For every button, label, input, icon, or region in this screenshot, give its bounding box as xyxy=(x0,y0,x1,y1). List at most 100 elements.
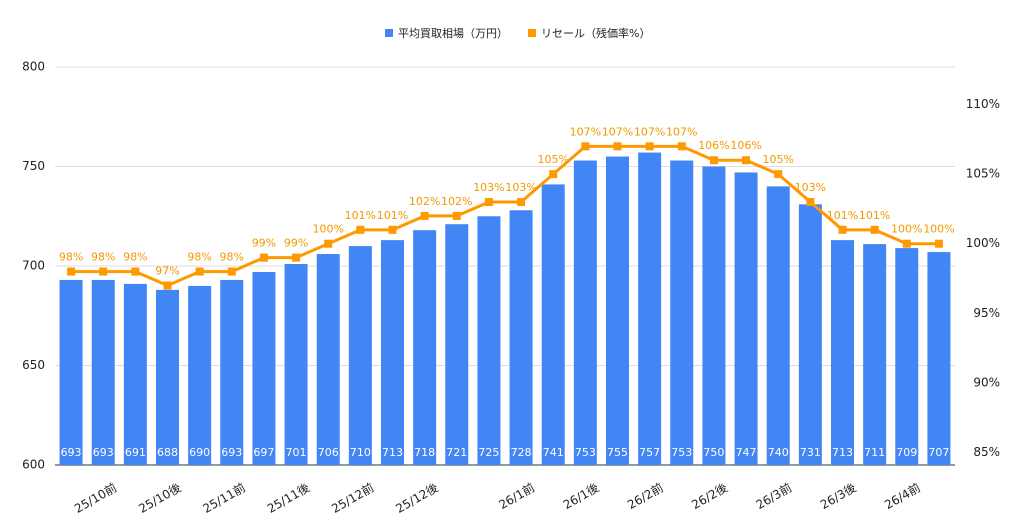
x-tick-label: 25/12後 xyxy=(393,481,440,516)
line-marker xyxy=(292,253,301,262)
bar-value-label: 721 xyxy=(446,446,467,459)
line-value-label: 105% xyxy=(762,153,793,166)
line-marker xyxy=(549,170,558,179)
x-tick-label: 25/11後 xyxy=(265,481,312,516)
line-marker xyxy=(806,197,815,206)
y2-tick-label: 85% xyxy=(973,445,1000,459)
line-marker xyxy=(484,197,493,206)
line-marker xyxy=(870,225,879,234)
x-tick-label: 26/1前 xyxy=(496,480,537,512)
bar-value-label: 690 xyxy=(189,446,210,459)
line-marker xyxy=(195,267,204,276)
line-value-label: 100% xyxy=(891,223,922,236)
bar xyxy=(573,160,597,465)
y2-tick-label: 110% xyxy=(966,97,1000,111)
legend-swatch xyxy=(528,29,536,37)
y-tick-label: 750 xyxy=(22,159,45,173)
bar xyxy=(284,264,308,465)
bar-value-label: 688 xyxy=(157,446,178,459)
legend-swatch xyxy=(385,29,393,37)
bar-value-label: 693 xyxy=(93,446,114,459)
legend-label: リセール（残価率%） xyxy=(541,26,650,40)
line-marker xyxy=(613,142,622,151)
line-marker xyxy=(67,267,76,276)
x-tick-label: 25/10前 xyxy=(71,480,119,516)
line-marker xyxy=(324,239,333,248)
y2-tick-label: 95% xyxy=(973,306,1000,320)
bar xyxy=(381,240,404,465)
line-value-label: 106% xyxy=(730,139,761,152)
y-tick-label: 800 xyxy=(22,60,45,74)
line-value-label: 107% xyxy=(666,125,697,138)
bar xyxy=(123,283,147,465)
bar-value-label: 713 xyxy=(382,446,403,459)
line-marker xyxy=(677,142,686,151)
line-value-label: 107% xyxy=(570,125,601,138)
x-tick-label: 25/12前 xyxy=(329,480,377,516)
bar xyxy=(734,172,758,465)
line-value-label: 105% xyxy=(537,153,568,166)
line-marker xyxy=(517,197,526,206)
line-value-label: 106% xyxy=(698,139,729,152)
y-tick-label: 600 xyxy=(22,458,45,472)
bar xyxy=(220,279,244,465)
bar xyxy=(895,248,919,465)
y-tick-label: 650 xyxy=(22,358,45,372)
bar xyxy=(156,289,179,465)
line-value-label: 103% xyxy=(505,181,536,194)
bar xyxy=(509,210,533,465)
x-tick-label: 26/3後 xyxy=(818,481,859,513)
bar xyxy=(863,244,887,465)
bar xyxy=(638,152,662,465)
bar xyxy=(252,271,276,465)
bar-value-label: 755 xyxy=(607,446,628,459)
bar xyxy=(91,279,115,465)
x-tick-label: 26/2後 xyxy=(689,481,730,513)
line-marker xyxy=(99,267,108,276)
y-tick-label: 700 xyxy=(22,259,45,273)
bar-value-label: 701 xyxy=(286,446,307,459)
line-marker xyxy=(259,253,268,262)
bar-value-label: 753 xyxy=(575,446,596,459)
bar-value-label: 713 xyxy=(832,446,853,459)
bar-value-label: 707 xyxy=(928,446,949,459)
x-tick-label: 25/11前 xyxy=(200,480,248,516)
line-marker xyxy=(356,225,365,234)
bar xyxy=(670,160,694,465)
line-value-label: 99% xyxy=(252,237,276,250)
line-marker xyxy=(709,156,718,165)
line-value-label: 101% xyxy=(345,209,376,222)
x-tick-label: 26/3前 xyxy=(753,480,794,512)
bar xyxy=(702,166,726,465)
line-value-label: 100% xyxy=(312,223,343,236)
bar-value-label: 709 xyxy=(896,446,917,459)
y2-tick-label: 100% xyxy=(966,236,1000,250)
line-marker xyxy=(934,239,943,248)
line-marker xyxy=(774,170,783,179)
bar xyxy=(477,216,501,465)
line-value-label: 100% xyxy=(923,223,954,236)
bar xyxy=(59,279,83,465)
line-marker xyxy=(838,225,847,234)
bar-value-label: 711 xyxy=(864,446,885,459)
line-value-label: 107% xyxy=(602,125,633,138)
bar xyxy=(831,240,854,465)
legend-label: 平均買取相場（万円） xyxy=(398,27,508,40)
line-marker xyxy=(645,142,654,151)
line-value-label: 99% xyxy=(284,237,308,250)
x-tick-label: 26/2前 xyxy=(625,480,666,512)
line-value-label: 103% xyxy=(473,181,504,194)
bar-value-label: 740 xyxy=(768,446,789,459)
bar xyxy=(606,156,629,466)
x-tick-label: 26/1後 xyxy=(561,481,602,513)
line-marker xyxy=(420,211,429,220)
bar xyxy=(798,204,822,465)
line-value-label: 97% xyxy=(155,264,179,277)
line-value-label: 98% xyxy=(220,251,244,264)
line-value-label: 101% xyxy=(377,209,408,222)
line xyxy=(71,144,939,288)
line-value-label: 98% xyxy=(123,251,147,264)
bar-value-label: 691 xyxy=(125,446,146,459)
line-value-label: 98% xyxy=(91,251,115,264)
